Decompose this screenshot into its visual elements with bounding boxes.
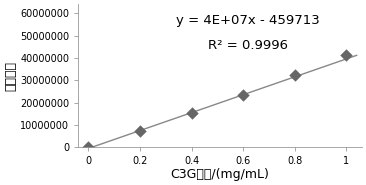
Point [240,93,246,96]
Y-axis label: 出峰面积: 出峰面积 [4,61,17,91]
Point [188,111,194,114]
X-axis label: C3G浓度/(mg/mL): C3G浓度/(mg/mL) [171,168,269,181]
Point [292,73,298,76]
Text: y = 4E+07x - 459713: y = 4E+07x - 459713 [176,14,320,27]
Text: R² = 0.9996: R² = 0.9996 [208,38,288,52]
Point [86,146,92,149]
Point [343,53,349,56]
Point [137,129,143,132]
